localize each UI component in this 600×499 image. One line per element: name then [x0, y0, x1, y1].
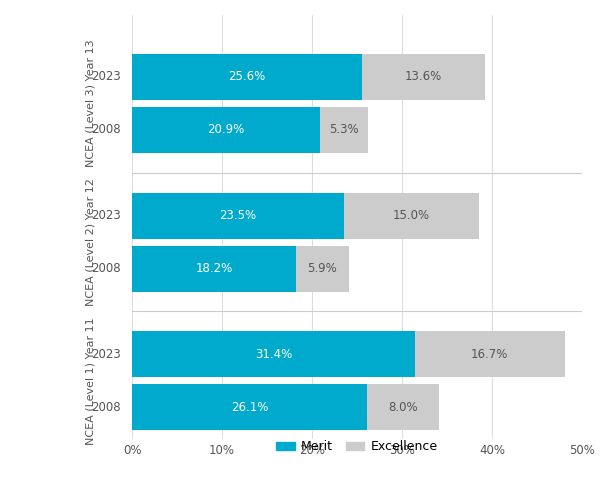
Text: 2023: 2023: [91, 348, 121, 361]
Bar: [132, 331, 415, 377]
Bar: [132, 384, 367, 430]
Text: 15.0%: 15.0%: [392, 209, 430, 222]
Bar: [343, 193, 479, 239]
Text: 2008: 2008: [92, 123, 121, 136]
Bar: [132, 107, 320, 153]
Text: 5.3%: 5.3%: [329, 123, 359, 136]
Text: 25.6%: 25.6%: [229, 70, 266, 83]
Text: 8.0%: 8.0%: [388, 401, 418, 414]
Bar: [362, 54, 485, 100]
Text: 2008: 2008: [92, 401, 121, 414]
Bar: [367, 384, 439, 430]
Bar: [415, 331, 565, 377]
Text: 26.1%: 26.1%: [231, 401, 268, 414]
Text: 16.7%: 16.7%: [471, 348, 508, 361]
Text: 20.9%: 20.9%: [208, 123, 245, 136]
Bar: [132, 54, 362, 100]
Text: 13.6%: 13.6%: [405, 70, 442, 83]
Text: 2023: 2023: [91, 209, 121, 222]
Text: 23.5%: 23.5%: [219, 209, 256, 222]
Legend: Merit, Excellence: Merit, Excellence: [271, 435, 443, 458]
Text: 2023: 2023: [91, 70, 121, 83]
Text: 5.9%: 5.9%: [307, 262, 337, 275]
Bar: [132, 246, 296, 291]
Bar: [296, 246, 349, 291]
Bar: [320, 107, 368, 153]
Text: 18.2%: 18.2%: [195, 262, 233, 275]
Text: 31.4%: 31.4%: [254, 348, 292, 361]
Text: 2008: 2008: [92, 262, 121, 275]
Bar: [132, 193, 343, 239]
